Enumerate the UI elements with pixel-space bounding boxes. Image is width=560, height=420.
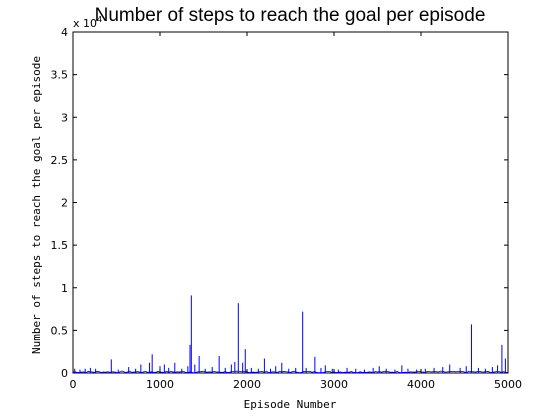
- plot-frame: [72, 31, 509, 374]
- y-tick-label: 2: [61, 197, 68, 210]
- y-tick-label: 0: [61, 367, 68, 380]
- y-tick-label: 4: [61, 26, 68, 39]
- x-tick-label: 5000: [494, 378, 522, 391]
- y-axis-label: Number of steps to reach the goal per ep…: [30, 56, 43, 354]
- x-axis-label: Episode Number: [244, 398, 337, 411]
- series-line: [72, 295, 509, 374]
- y-multiplier-exponent: 4: [97, 15, 102, 24]
- x-tick-label: 0: [70, 378, 77, 391]
- y-tick-label: 2.5: [51, 154, 69, 167]
- chart-title: Number of steps to reach the goal per ep…: [95, 5, 486, 26]
- x-tick-label: 4000: [407, 378, 435, 391]
- x-tick-label: 3000: [320, 378, 348, 391]
- y-tick-label: 1: [61, 282, 68, 295]
- y-tick-label: 1.5: [51, 239, 69, 252]
- y-tick-label: 3: [61, 111, 68, 124]
- y-multiplier: x 104: [73, 15, 102, 30]
- plot-area: 0 1000 2000 3000 4000 5000 0 0.5 1 1.5 2 2.5 3 3.5 4: [51, 26, 523, 391]
- y-tick-label: 3.5: [51, 69, 69, 82]
- series-baseline: [72, 370, 509, 374]
- y-tick-label: 0.5: [51, 324, 69, 337]
- axis-ticks: 0 1000 2000 3000 4000 5000 0 0.5 1 1.5 2 2.5 3 3.5 4: [51, 26, 523, 391]
- x-tick-label: 1000: [146, 378, 174, 391]
- x-tick-label: 2000: [233, 378, 261, 391]
